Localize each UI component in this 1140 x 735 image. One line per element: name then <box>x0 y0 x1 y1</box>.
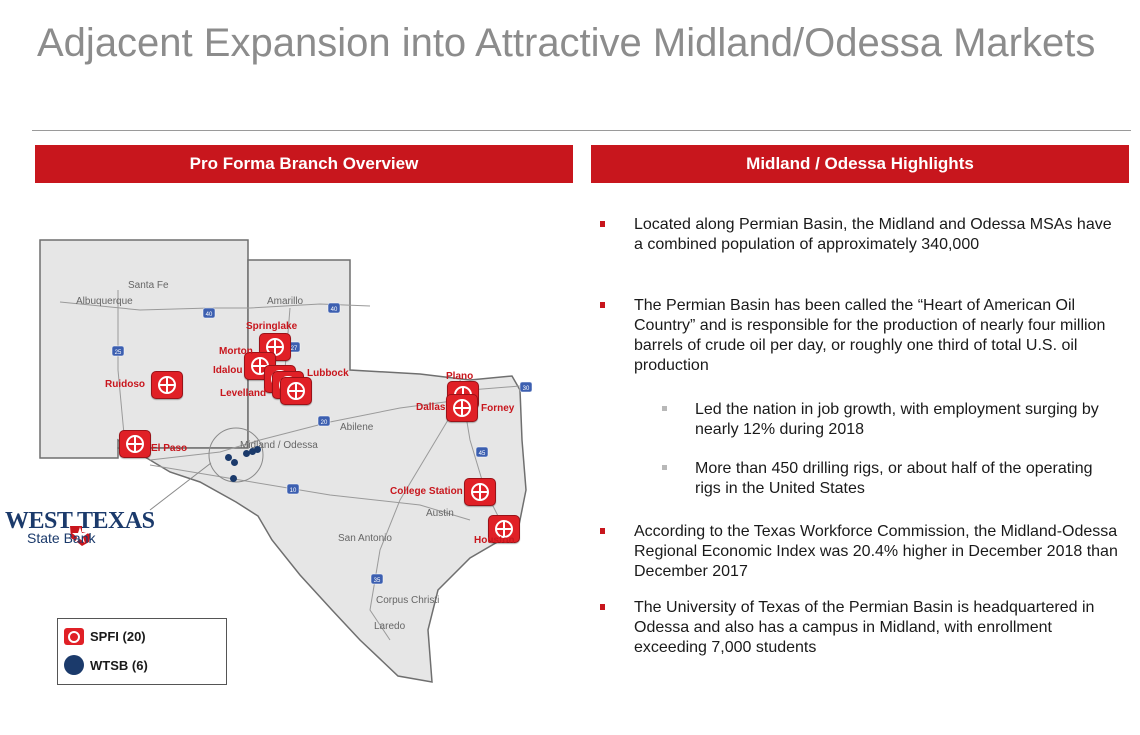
map-legend: SPFI (20) WTSB (6) <box>57 618 227 685</box>
branch-label-levelland: Levelland <box>220 388 267 399</box>
branch-label-idalou: Idalou <box>213 365 243 376</box>
branch-pin-houston[interactable] <box>488 515 520 543</box>
legend-item-wtsb: WTSB (6) <box>64 655 148 675</box>
bullet-marker <box>600 302 605 308</box>
highway-shield <box>111 345 125 357</box>
wtsb-dot-icon <box>64 655 84 675</box>
city-label-amarillo: Amarillo <box>267 296 304 307</box>
bank-logo-line2: State Bank <box>27 530 96 546</box>
highway-shield <box>286 483 300 495</box>
branch-label-plano: Plano <box>446 371 474 382</box>
highway-label: 40 <box>331 307 338 313</box>
city-label-austin: Austin <box>426 508 454 519</box>
highlight-bullet: Located along Permian Basin, the Midland… <box>600 215 1120 255</box>
highway-label: 20 <box>321 420 328 426</box>
bullet-marker <box>600 221 605 227</box>
wheel-icon <box>287 382 305 400</box>
legend-item-spfi: SPFI (20) <box>64 628 146 645</box>
highlight-sub-bullet: More than 450 drilling rigs, or about ha… <box>600 459 1120 499</box>
highway-label: 40 <box>206 312 213 318</box>
highway-label: 25 <box>115 350 122 356</box>
bullet-marker <box>600 604 605 610</box>
branch-label-morton: Morton <box>219 346 253 357</box>
city-label-midland-odessa: Midland / Odessa <box>240 440 318 451</box>
branch-label-lubbock: Lubbock <box>307 368 349 379</box>
city-label-corpus-christi: Corpus Christi <box>376 595 440 606</box>
highlight-bullet: According to the Texas Workforce Commiss… <box>600 522 1120 582</box>
wheel-icon <box>126 435 144 453</box>
wtsb-branch-dot[interactable] <box>243 450 250 457</box>
sub-bullet-marker <box>662 465 667 470</box>
legend-label-spfi: SPFI (20) <box>90 629 146 644</box>
branch-pin-ruidoso[interactable] <box>151 371 183 399</box>
wtsb-branch-dot[interactable] <box>230 475 237 482</box>
highlight-text: The University of Texas of the Permian B… <box>634 599 1095 656</box>
sub-bullet-marker <box>662 406 667 411</box>
callout-line <box>149 462 212 511</box>
wheel-icon <box>495 520 513 538</box>
highlight-text: Led the nation in job growth, with emplo… <box>695 401 1099 438</box>
city-label-laredo: Laredo <box>374 621 406 632</box>
city-label-albuquerque: Albuquerque <box>76 296 133 307</box>
texas-star-icon <box>70 526 90 546</box>
wtsb-branch-dot[interactable] <box>225 454 232 461</box>
wheel-icon <box>471 483 489 501</box>
highway-shield <box>317 415 331 427</box>
highlight-text: The Permian Basin has been called the “H… <box>634 297 1106 374</box>
texas-state <box>117 259 527 683</box>
highway-shield <box>475 446 489 458</box>
branch-pin-el-paso[interactable] <box>119 430 151 458</box>
highlight-bullet: The University of Texas of the Permian B… <box>600 598 1120 658</box>
highlight-text: According to the Texas Workforce Commiss… <box>634 523 1118 580</box>
map-canvas: 40 40 25 27 20 30 45 10 35 <box>39 239 533 683</box>
wheel-icon <box>453 399 471 417</box>
highway-label: 35 <box>374 578 381 584</box>
wtsb-branch-dot[interactable] <box>249 448 256 455</box>
branch-map: 40 40 25 27 20 30 45 10 35 Santa Fe Albu… <box>0 190 580 710</box>
highway-shield <box>519 381 533 393</box>
wtsb-branch-dot[interactable] <box>231 459 238 466</box>
wheel-icon <box>158 376 176 394</box>
highway-shields <box>111 302 533 585</box>
highway-label: 45 <box>479 451 486 457</box>
branch-label-forney: Forney <box>481 403 515 414</box>
highway-shield <box>327 302 341 314</box>
highway-label: 27 <box>291 346 298 352</box>
bullet-marker <box>600 528 605 534</box>
branch-label-el-paso: El Paso <box>151 443 188 454</box>
branch-label-ruidoso: Ruidoso <box>105 379 145 390</box>
midland-odessa-circle <box>208 427 264 483</box>
city-label-san-antonio: San Antonio <box>338 533 392 544</box>
highway-label: 30 <box>523 386 530 392</box>
panel-header-branch-overview: Pro Forma Branch Overview <box>35 145 573 183</box>
highlight-text: More than 450 drilling rigs, or about ha… <box>695 460 1093 497</box>
page-title: Adjacent Expansion into Attractive Midla… <box>37 21 1096 65</box>
branch-label-dallas: Dallas <box>416 402 446 413</box>
branch-pin-dallas[interactable] <box>446 394 478 422</box>
highlight-text: Located along Permian Basin, the Midland… <box>634 216 1112 253</box>
highway-shield <box>370 573 384 585</box>
title-divider <box>32 130 1131 131</box>
highway-shield <box>202 307 216 319</box>
branch-label-houston: Houston <box>474 535 515 546</box>
spfi-pin-icon <box>64 628 84 645</box>
legend-label-wtsb: WTSB (6) <box>90 657 148 673</box>
branch-label-springlake: Springlake <box>246 321 298 332</box>
highway-label: 10 <box>290 488 297 494</box>
wtsb-branch-dot[interactable] <box>254 446 261 453</box>
city-label-santa-fe: Santa Fe <box>128 280 169 291</box>
branch-label-college-station: College Station <box>390 486 463 497</box>
new-mexico-state <box>39 239 249 459</box>
branch-pin-college-station[interactable] <box>464 478 496 506</box>
highlight-sub-bullet: Led the nation in job growth, with emplo… <box>600 400 1120 440</box>
city-label-abilene: Abilene <box>340 422 374 433</box>
branch-pin-levelland[interactable] <box>280 377 312 405</box>
highlight-bullet: The Permian Basin has been called the “H… <box>600 296 1120 376</box>
west-texas-state-bank-logo: WEST TEXAS State Bank <box>5 508 155 553</box>
panel-header-highlights: Midland / Odessa Highlights <box>591 145 1129 183</box>
